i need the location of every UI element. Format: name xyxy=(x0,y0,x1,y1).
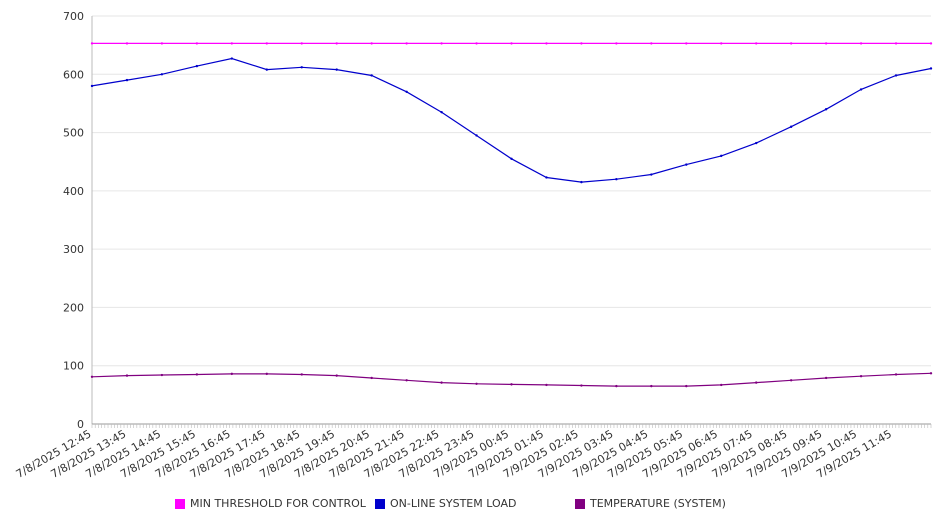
series-point-1 xyxy=(720,154,723,158)
series-point-0 xyxy=(545,42,548,45)
series-point-1 xyxy=(615,178,618,181)
series-point-1 xyxy=(475,134,478,137)
series-point-0 xyxy=(685,42,688,45)
series-point-1 xyxy=(335,68,338,71)
series-point-1 xyxy=(90,84,94,88)
series-point-0 xyxy=(894,42,898,45)
series-point-2 xyxy=(160,373,164,377)
series-point-1 xyxy=(160,73,164,76)
series-point-0 xyxy=(650,42,653,45)
series-point-2 xyxy=(125,374,129,377)
series-point-0 xyxy=(789,42,793,45)
series-point-0 xyxy=(824,42,828,45)
legend-item-temperature: TEMPERATURE (SYSTEM) xyxy=(575,497,726,510)
series-point-2 xyxy=(755,381,758,384)
series-point-1 xyxy=(545,176,548,179)
series-point-0 xyxy=(300,42,303,45)
series-line-1 xyxy=(91,57,932,183)
series-point-0 xyxy=(230,42,234,45)
series-point-1 xyxy=(685,163,688,166)
legend-label-temperature: TEMPERATURE (SYSTEM) xyxy=(590,497,726,510)
series-point-2 xyxy=(789,379,793,382)
y-tick-label: 500 xyxy=(63,127,84,140)
y-tick-label: 300 xyxy=(63,243,84,256)
legend-swatch-temperature xyxy=(575,498,585,509)
series-point-1 xyxy=(125,78,129,82)
series-point-1 xyxy=(300,66,303,69)
series-point-2 xyxy=(929,372,933,375)
series-point-2 xyxy=(195,373,199,376)
series-point-1 xyxy=(789,125,793,128)
series-point-0 xyxy=(265,42,268,45)
legend-item-load: ON-LINE SYSTEM LOAD xyxy=(375,497,516,510)
series-point-0 xyxy=(510,42,513,45)
series-point-1 xyxy=(859,88,863,91)
series-point-2 xyxy=(440,381,443,384)
series-point-2 xyxy=(90,375,94,378)
y-tick-label: 100 xyxy=(63,360,84,373)
series-point-0 xyxy=(755,42,758,45)
series-point-2 xyxy=(335,374,338,377)
series-point-2 xyxy=(510,383,513,386)
series-point-0 xyxy=(90,42,94,45)
legend-item-threshold: MIN THRESHOLD FOR CONTROL xyxy=(175,497,366,510)
series-point-1 xyxy=(440,110,443,114)
series-point-0 xyxy=(335,42,338,45)
y-tick-label: 600 xyxy=(63,68,84,81)
series-point-2 xyxy=(859,375,863,378)
series-point-2 xyxy=(824,376,828,380)
legend-label-threshold: MIN THRESHOLD FOR CONTROL xyxy=(190,497,366,510)
legend-swatch-threshold xyxy=(175,498,185,509)
y-tick-label: 0 xyxy=(77,418,84,431)
series-point-1 xyxy=(405,90,408,93)
series-point-1 xyxy=(230,57,234,60)
series-point-1 xyxy=(580,180,583,184)
series-point-2 xyxy=(300,373,303,376)
series-point-0 xyxy=(160,42,164,45)
series-point-2 xyxy=(615,384,618,388)
series-point-2 xyxy=(370,376,373,380)
series-point-1 xyxy=(370,74,373,77)
series-point-0 xyxy=(370,42,373,45)
legend-swatch-load xyxy=(375,498,385,509)
series-point-1 xyxy=(265,68,268,71)
y-tick-label: 200 xyxy=(63,301,84,314)
series-point-1 xyxy=(824,108,828,111)
series-point-0 xyxy=(615,42,618,45)
series-point-0 xyxy=(720,42,723,45)
series-point-2 xyxy=(475,382,478,385)
series-point-0 xyxy=(125,42,129,45)
series-point-0 xyxy=(405,42,408,45)
series-point-2 xyxy=(894,373,898,376)
legend-label-load: ON-LINE SYSTEM LOAD xyxy=(390,497,517,510)
series-point-0 xyxy=(195,42,199,45)
series-point-2 xyxy=(580,384,583,387)
series-point-2 xyxy=(545,383,548,387)
y-tick-label: 700 xyxy=(63,10,84,23)
series-point-1 xyxy=(755,141,758,145)
series-point-2 xyxy=(265,372,268,376)
y-tick-label: 400 xyxy=(63,185,84,198)
series-point-0 xyxy=(475,42,478,45)
series-point-2 xyxy=(405,379,408,382)
series-point-1 xyxy=(650,173,653,176)
series-point-2 xyxy=(650,384,653,388)
series-point-0 xyxy=(580,42,583,45)
series-point-1 xyxy=(894,74,898,77)
series-point-1 xyxy=(195,64,199,68)
series-point-0 xyxy=(859,42,863,45)
series-point-1 xyxy=(510,157,513,160)
series-point-1 xyxy=(929,67,933,70)
series-point-2 xyxy=(685,384,688,388)
chart-legend: MIN THRESHOLD FOR CONTROL ON-LINE SYSTEM… xyxy=(0,497,946,515)
series-point-0 xyxy=(440,42,443,45)
series-point-2 xyxy=(720,383,723,387)
series-point-2 xyxy=(230,372,234,376)
series-point-0 xyxy=(929,42,933,45)
